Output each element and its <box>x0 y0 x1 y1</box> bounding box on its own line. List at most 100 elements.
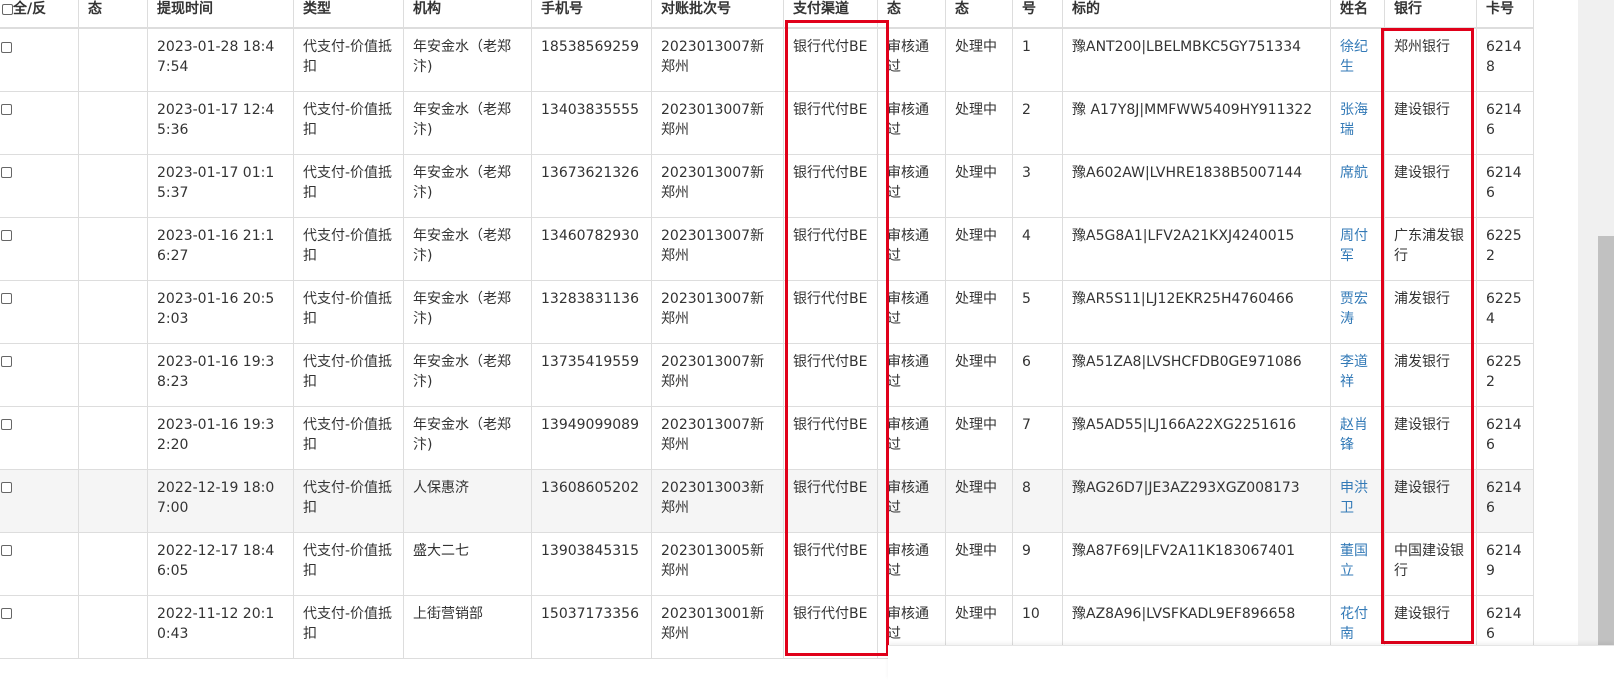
cell-time: 2023-01-17 12:45:36 <box>147 90 294 155</box>
customer-name-link[interactable]: 周付军 <box>1340 227 1368 264</box>
cell-org: 人保惠济 <box>403 468 532 533</box>
cell-channel: 银行代付BE <box>783 594 878 659</box>
column-header-label: 银行 <box>1394 1 1422 17</box>
cell-type: 代支付-价值抵扣 <box>293 216 404 281</box>
cell-blank <box>0 216 79 281</box>
cell-type: 代支付-价值抵扣 <box>293 153 404 218</box>
card-text: 62252 <box>1486 227 1522 264</box>
cell-bank: 广东浦发银行 <box>1384 216 1477 281</box>
cell-time: 2022-12-17 18:46:05 <box>147 531 294 596</box>
cell-status: 处理中 <box>945 90 1013 155</box>
column-header: 手机号 <box>531 0 652 29</box>
cell-blank <box>0 279 79 344</box>
cell-blank <box>78 531 148 596</box>
row-checkbox[interactable] <box>1 608 12 619</box>
customer-name-link[interactable]: 花付南 <box>1340 605 1368 642</box>
type-text: 代支付-价值抵扣 <box>303 164 393 201</box>
column-header-label: 对账批次号 <box>661 1 731 17</box>
vertical-scrollbar-thumb[interactable] <box>1598 236 1614 680</box>
type-text: 代支付-价值抵扣 <box>303 101 393 138</box>
channel-text: 银行代付BE <box>793 290 868 307</box>
time-text: 2023-01-16 19:32:20 <box>157 416 275 453</box>
cell-no: 6 <box>1012 342 1063 407</box>
table-row: 2023-01-17 01:15:37 代支付-价值抵扣 年安金水（老郑汴) 1367… <box>0 153 1534 218</box>
no-text: 7 <box>1022 416 1031 433</box>
row-checkbox[interactable] <box>1 419 12 430</box>
cell-card: 62149 <box>1476 531 1534 596</box>
phone-text: 13608605202 <box>541 479 639 496</box>
cell-target: 豫A5G8A1|LFV2A21KXJ4240015 <box>1062 216 1331 281</box>
row-checkbox[interactable] <box>1 104 12 115</box>
column-header: 机构 <box>403 0 532 29</box>
channel-text: 银行代付BE <box>793 353 868 370</box>
table-row: 2023-01-16 19:38:23 代支付-价值抵扣 年安金水（老郑汴) 1373… <box>0 342 1534 407</box>
channel-text: 银行代付BE <box>793 416 868 433</box>
time-text: 2023-01-16 19:38:23 <box>157 353 275 390</box>
column-header-label: 卡号 <box>1486 1 1514 17</box>
select-all-checkbox[interactable] <box>2 3 13 15</box>
cell-type: 代支付-价值抵扣 <box>293 405 404 470</box>
customer-name-link[interactable]: 贾宏涛 <box>1340 290 1368 327</box>
cell-time: 2023-01-16 19:38:23 <box>147 342 294 407</box>
channel-text: 银行代付BE <box>793 227 868 244</box>
cell-card: 62146 <box>1476 405 1534 470</box>
status-text: 处理中 <box>955 353 997 370</box>
cell-audit: 审核通过 <box>877 90 946 155</box>
table-row: 2022-11-12 20:10:43 代支付-价值抵扣 上街营销部 15037173… <box>0 594 1534 659</box>
batch-text: 2023013007新郑州 <box>661 227 765 264</box>
row-checkbox[interactable] <box>1 356 12 367</box>
time-text: 2023-01-28 18:47:54 <box>157 39 275 75</box>
channel-text: 银行代付BE <box>793 101 868 118</box>
org-text: 人保惠济 <box>413 479 469 496</box>
row-checkbox[interactable] <box>1 293 12 304</box>
no-text: 3 <box>1022 164 1031 181</box>
cell-bank: 浦发银行 <box>1384 342 1477 407</box>
cell-audit: 审核通过 <box>877 27 946 92</box>
cell-blank <box>78 216 148 281</box>
batch-text: 2023013007新郑州 <box>661 416 765 453</box>
cell-blank <box>0 342 79 407</box>
customer-name-link[interactable]: 董国立 <box>1340 542 1368 579</box>
cell-bank: 浦发银行 <box>1384 279 1477 344</box>
customer-name-link[interactable]: 徐纪生 <box>1340 39 1368 75</box>
cell-target: 豫A87F69|LFV2A11K183067401 <box>1062 531 1331 596</box>
cell-type: 代支付-价值抵扣 <box>293 27 404 92</box>
column-header: 对账批次号 <box>651 0 784 29</box>
cell-audit: 审核通过 <box>877 342 946 407</box>
row-checkbox[interactable] <box>1 41 12 53</box>
cell-target: 豫A51ZA8|LVSHCFDB0GE971086 <box>1062 342 1331 407</box>
customer-name-link[interactable]: 张海瑞 <box>1340 101 1368 138</box>
batch-text: 2023013007新郑州 <box>661 39 765 75</box>
customer-name-link[interactable]: 申洪卫 <box>1340 479 1368 516</box>
cell-type: 代支付-价值抵扣 <box>293 468 404 533</box>
batch-text: 2023013001新郑州 <box>661 605 765 642</box>
cell-blank <box>0 594 79 659</box>
audit-text: 审核通过 <box>887 479 929 516</box>
row-checkbox[interactable] <box>1 167 12 178</box>
cell-target: 豫 A17Y8J|MMFWW5409HY911322 <box>1062 90 1331 155</box>
cell-audit: 审核通过 <box>877 153 946 218</box>
cell-bank: 建设银行 <box>1384 468 1477 533</box>
cell-target: 豫AG26D7|JE3AZ293XGZ008173 <box>1062 468 1331 533</box>
row-checkbox[interactable] <box>1 545 12 556</box>
bank-text: 建设银行 <box>1394 164 1450 181</box>
cell-audit: 审核通过 <box>877 531 946 596</box>
cell-status: 处理中 <box>945 405 1013 470</box>
cell-no: 5 <box>1012 279 1063 344</box>
customer-name-link[interactable]: 李道祥 <box>1340 353 1368 390</box>
org-text: 年安金水（老郑汴) <box>413 353 511 390</box>
card-text: 62146 <box>1486 416 1522 453</box>
column-header: 提现时间 <box>147 0 294 29</box>
cell-org: 年安金水（老郑汴) <box>403 279 532 344</box>
customer-name-link[interactable]: 赵肖锋 <box>1340 416 1368 453</box>
cell-time: 2023-01-17 01:15:37 <box>147 153 294 218</box>
card-text: 62252 <box>1486 353 1522 390</box>
cell-org: 年安金水（老郑汴) <box>403 27 532 92</box>
row-checkbox[interactable] <box>1 482 12 493</box>
row-checkbox[interactable] <box>1 230 12 241</box>
column-header-label[interactable]: 全/反 <box>13 1 47 17</box>
cell-no: 9 <box>1012 531 1063 596</box>
audit-text: 审核通过 <box>887 39 929 75</box>
customer-name-link[interactable]: 席航 <box>1340 164 1368 181</box>
cell-blank <box>0 90 79 155</box>
